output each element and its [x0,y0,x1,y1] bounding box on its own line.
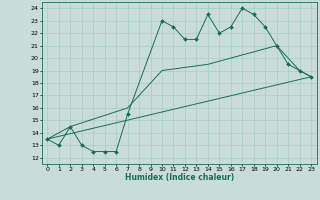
X-axis label: Humidex (Indice chaleur): Humidex (Indice chaleur) [124,173,234,182]
